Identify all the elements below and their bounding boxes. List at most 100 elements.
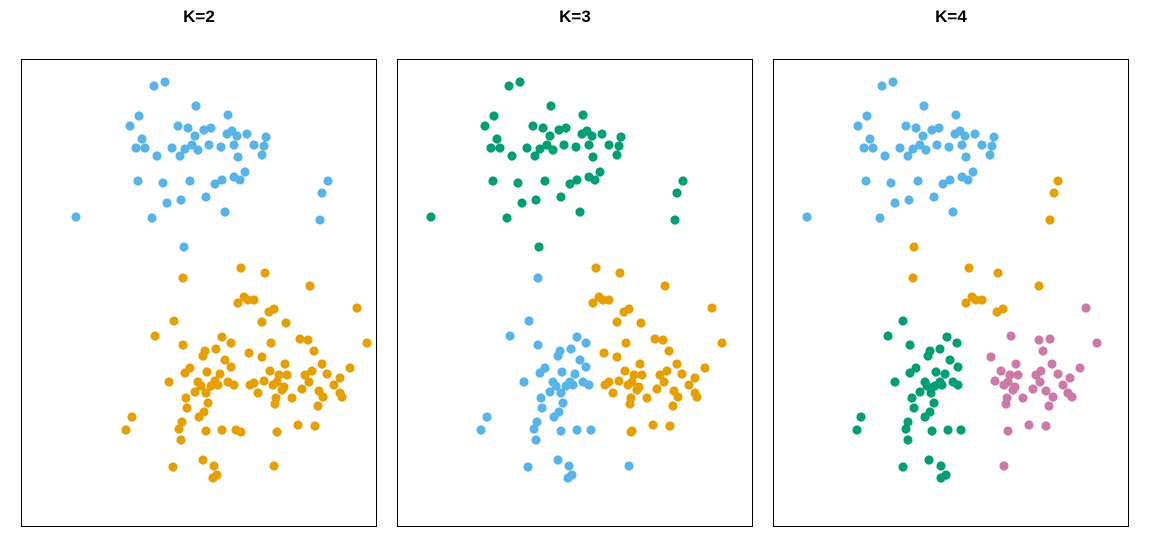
scatter-point-series-1-40 (652, 384, 662, 394)
scatter-point-series-1-21 (662, 366, 672, 376)
scatter-point-series-0-7 (538, 123, 548, 133)
scatter-point-series-2-33 (927, 426, 937, 436)
scatter-point-series-2-12 (557, 367, 567, 377)
scatter-point-series-0-4 (578, 110, 588, 120)
scatter-point-series-0-24 (216, 142, 226, 152)
scatter-point-series-1-30 (317, 359, 327, 369)
scatter-point-series-0-21 (522, 143, 532, 153)
scatter-point-series-2-2 (942, 332, 952, 342)
plot-area (773, 59, 1129, 527)
scatter-point-series-1-89 (176, 435, 186, 445)
scatter-point-series-1-93 (269, 461, 279, 471)
scatter-point-series-0-43 (176, 195, 186, 205)
scatter-point-series-2-4 (581, 338, 591, 348)
scatter-point-series-0-37 (540, 176, 550, 186)
scatter-point-series-3-35 (1003, 426, 1013, 436)
scatter-point-series-0-44 (802, 212, 812, 222)
scatter-point-series-2-12 (905, 368, 915, 378)
scatter-point-series-2-24 (556, 388, 566, 398)
scatter-point-series-1-16 (295, 334, 305, 344)
scatter-point-series-1-15 (217, 332, 227, 342)
scatter-point-series-0-18 (932, 140, 942, 150)
scatter-point-series-2-15 (519, 377, 529, 387)
scatter-point-series-0-28 (507, 151, 517, 161)
scatter-point-series-2-37 (531, 435, 541, 445)
scatter-point-series-1-70 (287, 393, 297, 403)
scatter-point-series-0-41 (904, 195, 914, 205)
scatter-point-series-1-37 (180, 368, 190, 378)
scatter-point-series-1-52 (335, 373, 345, 383)
scatter-point-series-2-41 (624, 461, 634, 471)
scatter-point-series-0-23 (548, 145, 558, 155)
plot-area (21, 59, 377, 527)
scatter-point-series-1-41 (300, 370, 310, 380)
scatter-plot (426, 77, 727, 483)
scatter-point-series-1-13 (992, 307, 1002, 317)
scatter-point-series-1-62 (201, 388, 211, 398)
scatter-point-series-1-38 (215, 369, 225, 379)
scatter-point-series-0-41 (672, 188, 682, 198)
panel-k2: K=2 (21, 0, 377, 535)
scatter-point-series-1-53 (196, 381, 206, 391)
scatter-point-series-1-10 (352, 303, 362, 313)
scatter-point-series-1-87 (217, 425, 227, 435)
scatter-point-series-1-31 (627, 377, 637, 387)
scatter-point-series-2-4 (905, 340, 915, 350)
scatter-point-series-1-1 (260, 268, 270, 278)
scatter-point-series-3-8 (1047, 359, 1057, 369)
scatter-point-series-1-17 (664, 346, 674, 356)
scatter-point-series-0-27 (259, 141, 269, 151)
scatter-point-series-3-25 (1028, 384, 1038, 394)
scatter-point-series-3-27 (1067, 392, 1077, 402)
scatter-point-series-0-10 (190, 131, 200, 141)
scatter-point-series-1-3 (305, 281, 315, 291)
scatter-point-series-0-28 (880, 151, 890, 161)
scatter-point-series-0-49 (179, 242, 189, 252)
scatter-point-series-1-26 (655, 370, 665, 380)
scatter-point-series-1-75 (313, 401, 323, 411)
scatter-point-series-1-43 (164, 377, 174, 387)
scatter-point-series-2-34 (556, 426, 566, 436)
scatter-point-series-0-38 (565, 179, 575, 189)
scatter-point-series-1-77 (194, 412, 204, 422)
plot-area (397, 59, 753, 527)
scatter-point-series-0-7 (911, 123, 921, 133)
scatter-point-series-2-25 (536, 393, 546, 403)
scatter-point-series-2-8 (945, 355, 955, 365)
scatter-point-series-3-18 (1003, 377, 1013, 387)
scatter-point-series-1-47 (668, 401, 678, 411)
scatter-point-series-3-33 (1024, 420, 1034, 430)
scatter-point-series-1-79 (177, 417, 187, 427)
scatter-point-series-1-33 (690, 373, 700, 383)
scatter-point-series-3-2 (1045, 334, 1055, 344)
scatter-point-series-1-5 (964, 263, 974, 273)
scatter-point-series-1-0 (591, 263, 601, 273)
scatter-point-series-1-24 (629, 370, 639, 380)
scatter-point-series-1-8 (619, 307, 629, 317)
scatter-point-series-0-34 (678, 176, 688, 186)
scatter-point-series-1-68 (181, 393, 191, 403)
scatter-point-series-1-3 (909, 242, 919, 252)
scatter-point-series-1-14 (717, 338, 727, 348)
scatter-point-series-1-49 (665, 421, 675, 431)
scatter-point-series-1-34 (265, 366, 275, 376)
scatter-point-series-1-55 (213, 380, 223, 390)
scatter-point-series-2-43 (563, 473, 573, 483)
scatter-point-series-2-26 (558, 398, 568, 408)
scatter-point-series-0-18 (559, 140, 569, 150)
scatter-point-series-2-21 (953, 380, 963, 390)
scatter-point-series-0-37 (185, 176, 195, 186)
scatter-point-series-2-6 (566, 344, 576, 354)
scatter-point-series-1-19 (362, 338, 372, 348)
scatter-point-series-0-18 (204, 140, 214, 150)
scatter-point-series-1-44 (642, 393, 652, 403)
scatter-point-series-0-39 (572, 175, 582, 185)
scatter-point-series-1-25 (309, 346, 319, 356)
scatter-point-series-1-46 (625, 399, 635, 409)
scatter-point-series-0-32 (968, 167, 978, 177)
scatter-point-series-1-0 (1053, 176, 1063, 186)
scatter-point-series-1-4 (908, 273, 918, 283)
scatter-point-series-0-29 (175, 151, 185, 161)
scatter-point-series-0-34 (323, 176, 333, 186)
scatter-point-series-0-24 (571, 142, 581, 152)
